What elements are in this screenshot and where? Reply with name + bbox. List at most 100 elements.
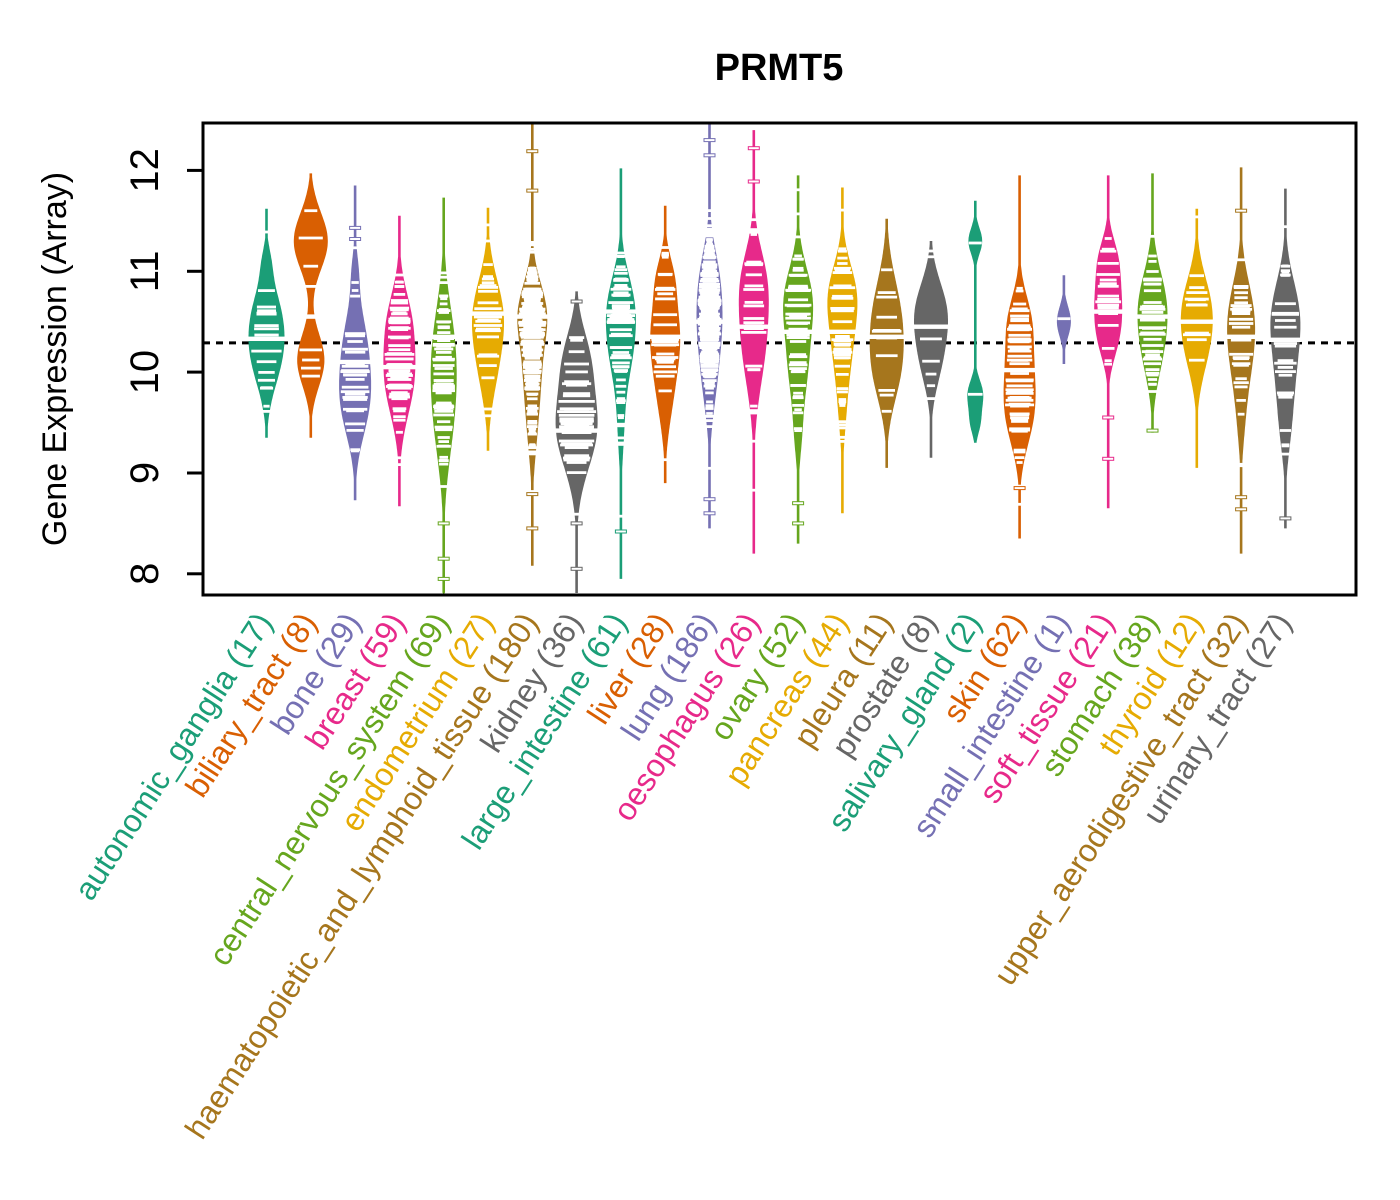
data-dash: [434, 347, 454, 351]
data-dash: [563, 392, 591, 395]
data-dash: [341, 369, 370, 372]
data-dash: [704, 375, 715, 379]
data-dash: [433, 407, 454, 410]
plot-frame: [201, 121, 1358, 597]
data-dash: [262, 230, 271, 234]
data-dash: [1013, 450, 1026, 454]
data-dash: [1010, 349, 1030, 352]
violin-oesophagus: [737, 130, 770, 554]
violin-urinary_tract: [1268, 188, 1302, 529]
data-dash: [520, 331, 545, 335]
data-dash: [660, 458, 670, 462]
data-dash: [788, 286, 809, 290]
data-dash: [877, 291, 896, 294]
data-dash: [385, 374, 413, 377]
data-dash: [522, 346, 542, 350]
data-dash: [1189, 274, 1204, 278]
data-dash: [704, 245, 715, 248]
median-line-kidney: [553, 428, 600, 433]
data-dash: [564, 446, 589, 449]
data-dash: [700, 359, 719, 363]
data-dash: [968, 392, 983, 396]
data-dash: [699, 299, 720, 303]
data-dash: [1233, 363, 1249, 367]
data-dash: [1230, 338, 1252, 342]
data-dash: [613, 365, 629, 369]
data-dash: [655, 374, 675, 378]
data-dash: [743, 317, 765, 320]
data-dash: [523, 327, 542, 331]
data-dash: [522, 363, 542, 367]
data-dash: [704, 252, 715, 256]
data-dash: [1101, 347, 1115, 350]
data-dash: [606, 320, 635, 324]
median-line-soft_tissue: [1092, 309, 1125, 314]
data-dash: [616, 390, 626, 394]
data-dash: [1232, 305, 1250, 308]
data-dash: [1007, 339, 1032, 343]
y-tick-label-10: 10: [123, 350, 167, 395]
data-dash: [1057, 317, 1071, 321]
data-dash: [521, 353, 543, 357]
data-dash: [393, 293, 406, 296]
violin-haematopoietic_and_lymphoid_tissue: [515, 123, 550, 566]
data-dash: [747, 368, 761, 371]
outlier-tick: [570, 299, 583, 304]
violin-body-large_intestine: [605, 168, 636, 579]
violin-bone: [338, 185, 372, 501]
data-dash: [1005, 388, 1034, 392]
data-dash: [483, 263, 493, 266]
violin-soft_tissue: [1092, 175, 1125, 509]
data-dash: [437, 420, 451, 424]
median-line-autonomic_ganglia: [246, 336, 287, 341]
data-dash: [565, 370, 588, 374]
data-dash: [1146, 270, 1159, 273]
data-dash: [342, 396, 368, 399]
outlier-tick: [703, 497, 716, 502]
data-dash: [392, 407, 407, 411]
median-line-skin: [1002, 367, 1037, 373]
data-dash: [527, 452, 537, 456]
data-dash: [926, 255, 936, 259]
data-dash: [704, 383, 715, 386]
data-dash: [706, 405, 713, 408]
data-dash: [527, 397, 538, 401]
data-dash: [749, 228, 759, 231]
data-dash: [1016, 286, 1023, 290]
data-dash: [834, 347, 851, 351]
data-dash: [301, 366, 321, 370]
data-dash: [526, 275, 539, 279]
data-dash: [254, 333, 279, 337]
data-dash: [704, 249, 715, 253]
data-dash: [1011, 417, 1029, 420]
data-dash: [838, 398, 847, 401]
data-dash: [1010, 319, 1029, 323]
data-dash: [529, 429, 536, 432]
data-dash: [617, 416, 624, 420]
data-dash: [474, 307, 502, 311]
data-dash: [394, 273, 404, 277]
outlier-tick: [1146, 428, 1159, 433]
data-dash: [527, 425, 538, 428]
violin-body-upper_aerodigestive_tract: [1227, 167, 1256, 554]
data-dash: [879, 393, 894, 397]
data-dash: [395, 430, 403, 434]
data-dash: [1279, 429, 1291, 432]
data-dash: [794, 429, 802, 432]
data-dash: [525, 375, 539, 378]
data-dash: [1145, 368, 1160, 371]
data-dash: [654, 357, 676, 361]
outlier-tick: [1235, 507, 1248, 512]
data-dash: [657, 292, 674, 296]
data-dash: [789, 340, 807, 343]
data-dash: [705, 419, 714, 422]
data-dash: [1008, 333, 1031, 337]
data-dash: [1014, 449, 1025, 452]
data-dash: [1010, 372, 1029, 375]
data-dash: [298, 236, 323, 240]
data-dash: [613, 355, 629, 358]
data-dash: [699, 357, 720, 361]
data-dash: [838, 400, 847, 404]
data-dash: [651, 340, 679, 344]
data-dash: [559, 425, 594, 429]
